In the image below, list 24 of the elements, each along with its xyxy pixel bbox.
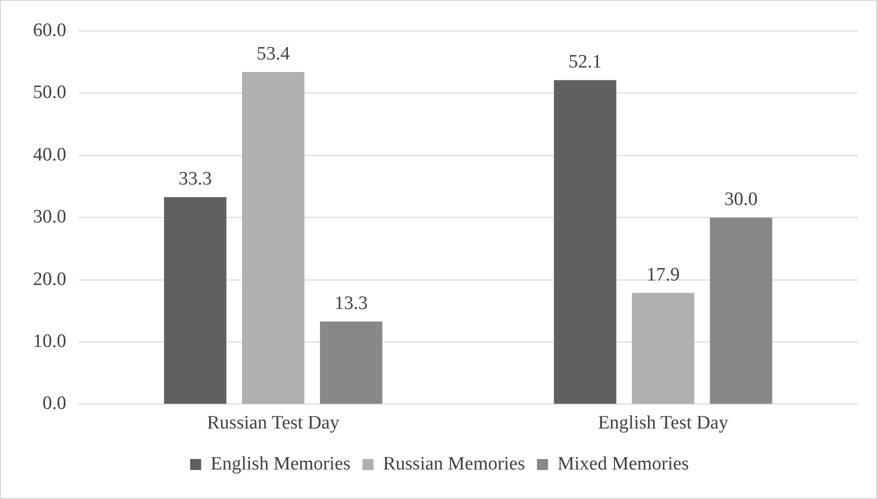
bar bbox=[164, 197, 226, 404]
x-tick-label: Russian Test Day bbox=[207, 412, 340, 434]
data-label: 17.9 bbox=[646, 264, 680, 286]
bar bbox=[554, 80, 616, 404]
bar bbox=[710, 218, 772, 404]
y-tick-label: 40.0 bbox=[33, 144, 66, 166]
bar bbox=[242, 72, 304, 404]
data-label: 13.3 bbox=[334, 292, 368, 314]
y-tick-label: 20.0 bbox=[33, 268, 66, 290]
bar bbox=[632, 292, 694, 404]
y-tick-label: 0.0 bbox=[42, 393, 66, 414]
data-label: 52.1 bbox=[568, 52, 602, 73]
y-tick-label: 60.0 bbox=[33, 20, 66, 41]
y-tick-label: 50.0 bbox=[33, 82, 66, 104]
bar bbox=[320, 321, 382, 404]
legend-label: Russian Memories bbox=[382, 453, 525, 474]
legend-label: Mixed Memories bbox=[557, 453, 689, 474]
data-label: 53.4 bbox=[256, 44, 290, 65]
y-tick-label: 30.0 bbox=[33, 206, 66, 228]
y-tick-label: 10.0 bbox=[33, 330, 66, 352]
x-tick-label: English Test Day bbox=[598, 412, 729, 434]
data-label: 30.0 bbox=[724, 189, 758, 210]
data-label: 33.3 bbox=[178, 168, 212, 190]
legend-label: English Memories bbox=[210, 453, 351, 474]
